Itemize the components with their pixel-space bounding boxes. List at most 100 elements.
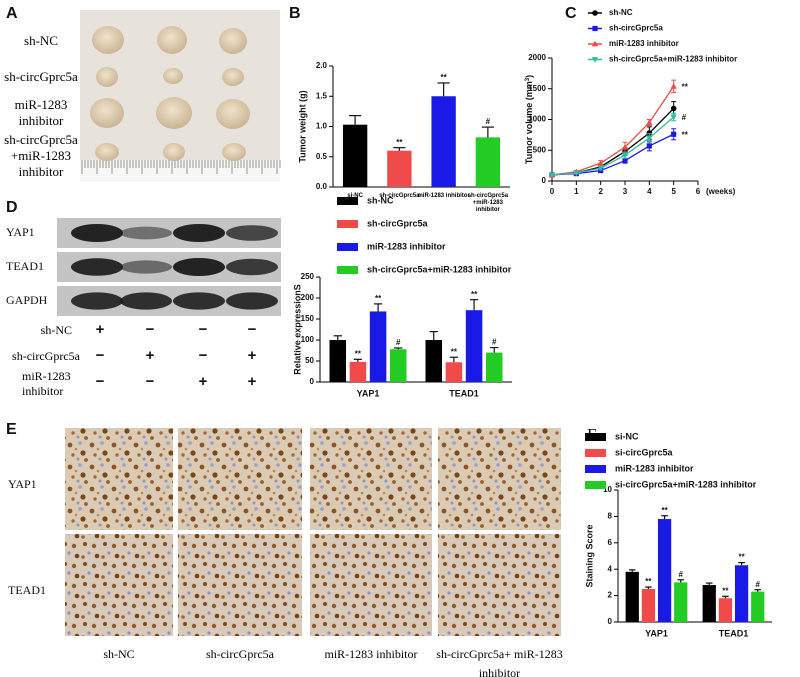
bar (485, 352, 503, 382)
y-tick-label: 100 (301, 335, 315, 344)
significance: # (679, 570, 684, 579)
bar (369, 311, 387, 382)
point (671, 131, 677, 137)
ihc-image (310, 428, 432, 530)
series-line (551, 116, 675, 176)
series-line (551, 85, 675, 176)
ihc-image (438, 428, 561, 530)
legend-swatch (585, 433, 606, 441)
end-label: ** (682, 130, 689, 139)
y-tick-label: 1.5 (316, 91, 328, 100)
bar (349, 361, 367, 382)
blot-band (226, 225, 278, 241)
tumor (90, 98, 124, 128)
point (670, 114, 677, 121)
x-tick-label: YAP1 (645, 628, 668, 638)
significance: # (756, 580, 761, 589)
condition-sign: − (199, 321, 208, 338)
significance: ** (441, 73, 448, 82)
x-tick-label: 0 (550, 187, 555, 196)
y-tick-label: 50 (305, 356, 314, 365)
significance: ** (375, 294, 382, 303)
legend-swatch (337, 243, 358, 251)
row-label: miR-1283 inhibitor (14, 97, 68, 128)
bar (641, 589, 656, 622)
condition-sign: − (146, 321, 155, 338)
significance: # (486, 117, 491, 126)
tumor (95, 143, 119, 161)
condition-sign: − (96, 347, 105, 364)
legend-label: sh-NC (609, 8, 633, 17)
tumor (163, 143, 185, 161)
blot-band (71, 258, 123, 276)
y-axis-label: Tumor weight (g) (297, 90, 307, 162)
point (670, 105, 677, 112)
point (621, 143, 629, 150)
legend-label: miR-1283 inhibitor (615, 463, 694, 473)
tumor (222, 143, 246, 161)
y-tick-label: 6 (608, 538, 613, 547)
x-tick-label: si-NC (347, 193, 363, 199)
tumor (219, 28, 247, 54)
x-tick-label: sh-circGprc5a +miR-1283 inhibitor (467, 193, 509, 213)
legend-label: si-circGprc5a+miR-1283 inhibitor (615, 479, 757, 489)
legend-label: sh-NC (367, 195, 394, 205)
legend-marker (591, 40, 599, 47)
significance: ** (451, 347, 458, 356)
bar (431, 96, 456, 187)
end-label: ** (682, 82, 689, 91)
panel-label: D (6, 199, 18, 216)
y-tick-label: 0 (310, 377, 315, 386)
y-axis-label-part: ) (524, 75, 534, 78)
point (597, 159, 604, 166)
point (646, 135, 653, 142)
legend-swatch (585, 449, 606, 457)
significance: ** (722, 586, 729, 595)
tumor (157, 26, 187, 54)
point (621, 152, 629, 159)
ihc-image (65, 428, 173, 530)
blot-band (173, 258, 225, 276)
condition-sign: − (248, 321, 257, 338)
protein-label: GAPDH (6, 293, 48, 307)
y-tick-label: 0.5 (316, 152, 328, 161)
y-axis-label-part: Tumor volume (mm (524, 81, 534, 164)
x-tick-label: TEAD1 (719, 628, 749, 638)
y-tick-label: 1000 (528, 115, 546, 124)
condition-label: miR-1283 inhibitor (22, 369, 71, 398)
y-tick-label: 0 (542, 176, 547, 185)
tumor (163, 68, 183, 84)
ihc-column-label: sh-NC (103, 647, 135, 661)
legend-swatch (337, 220, 358, 228)
bar (751, 591, 765, 622)
x-tick-label: 6 (696, 187, 701, 196)
bar (674, 582, 688, 622)
y-tick-label: 1500 (528, 84, 546, 93)
panel-label: E (6, 421, 17, 438)
point (622, 158, 628, 164)
y-axis-label: Tumor volume (mm3) (524, 75, 534, 164)
y-tick-label: 10 (603, 485, 612, 494)
ihc-row-label: TEAD1 (8, 583, 46, 597)
legend-swatch (337, 266, 358, 274)
blot-band (226, 258, 278, 276)
x-axis-label: (weeks) (706, 187, 736, 196)
point (548, 172, 556, 179)
y-tick-label: 500 (533, 145, 547, 154)
significance: ** (396, 138, 403, 147)
panel-label: B (289, 5, 301, 22)
tumor (216, 99, 250, 129)
blot-band (226, 292, 278, 310)
significance: ** (738, 553, 745, 562)
panel-label: A (6, 5, 18, 22)
blot-band (71, 224, 123, 242)
condition-sign: + (248, 373, 257, 390)
y-axis-label: Staining Score (584, 524, 594, 587)
condition-sign: + (199, 373, 208, 390)
blot-band (71, 292, 123, 310)
legend-label: sh-circGprc5a (609, 24, 663, 33)
ihc-column-label: sh-circGprc5a+ miR-1283 inhibitor (436, 647, 563, 677)
condition-sign: − (146, 373, 155, 390)
y-tick-label: 1.0 (316, 122, 328, 131)
